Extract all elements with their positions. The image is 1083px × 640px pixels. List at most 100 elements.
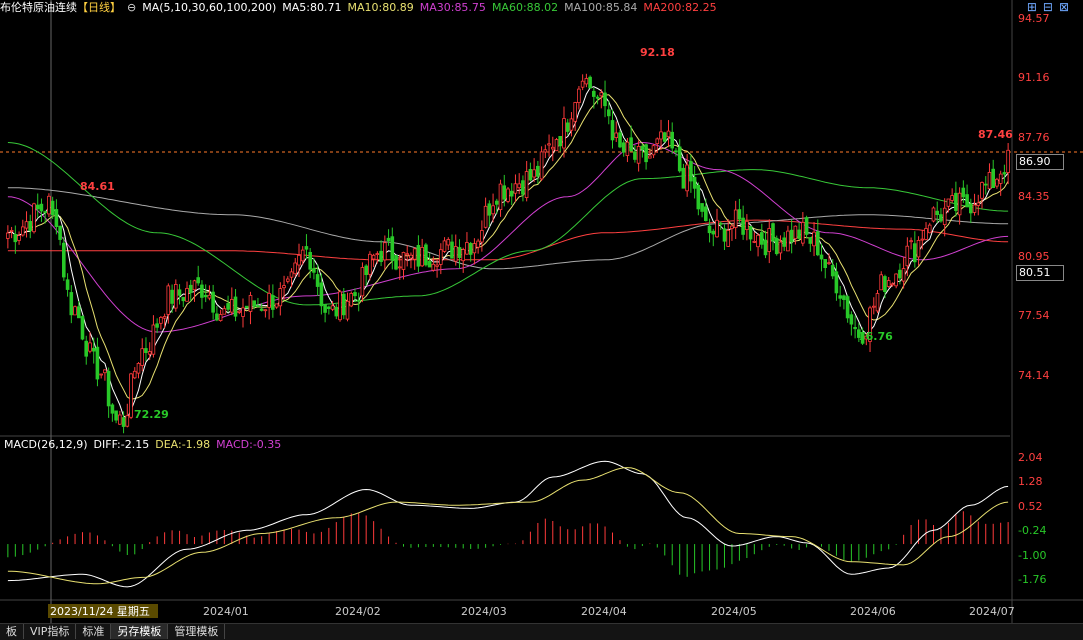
candle <box>782 232 786 251</box>
candle-body <box>147 351 152 355</box>
candle <box>659 119 663 151</box>
tab-standard[interactable]: 标准 <box>76 624 112 639</box>
candle-body <box>901 268 906 282</box>
candle-body <box>924 228 928 240</box>
candle-body <box>894 273 898 287</box>
candle-body <box>745 220 749 230</box>
candle-body <box>170 289 174 304</box>
candle-body <box>58 225 62 240</box>
candle <box>207 285 212 301</box>
candle <box>420 238 424 268</box>
candle-body <box>700 203 704 212</box>
tab-manage-template[interactable]: 管理模板 <box>168 624 226 639</box>
candle-body <box>476 240 480 248</box>
candle-body <box>607 109 611 117</box>
candle-body <box>483 205 488 228</box>
candle <box>629 125 633 152</box>
candle-body <box>162 316 167 319</box>
candle-body <box>554 139 559 152</box>
candle-body <box>599 92 604 97</box>
candle-body <box>125 415 130 427</box>
candle-body <box>872 305 876 308</box>
candle-body <box>1006 149 1010 173</box>
candle-body <box>326 306 331 310</box>
indicator-header: 布伦特原油连续【日线】 ⊖ MA(5,10,30,60,100,200) MA5:80… <box>0 0 723 16</box>
candle <box>24 211 29 238</box>
macd-value: MACD:-0.35 <box>216 438 282 451</box>
candle <box>435 259 439 278</box>
candle <box>483 197 488 229</box>
candle <box>326 305 331 315</box>
candle-body <box>69 292 74 316</box>
candlestick-series <box>6 73 1010 434</box>
candle-body <box>816 231 820 256</box>
candle <box>151 315 156 358</box>
period-label[interactable]: 【日线】 <box>77 1 121 14</box>
candle <box>43 210 47 224</box>
candle-body <box>144 348 148 353</box>
candle-body <box>289 271 294 278</box>
candle-body <box>222 308 227 315</box>
close-icon[interactable]: ⊠ <box>1058 0 1075 14</box>
candle-body <box>315 274 320 287</box>
current-price-label: 86.90 <box>1016 154 1064 170</box>
candle <box>551 136 555 162</box>
candle <box>670 122 674 154</box>
candle <box>409 252 413 269</box>
candle-body <box>9 229 14 232</box>
candle-body <box>748 226 753 240</box>
candle-body <box>916 239 921 258</box>
candle-body <box>121 417 126 427</box>
candle-body <box>282 285 286 289</box>
candle <box>976 194 981 216</box>
candle <box>401 251 406 280</box>
candle-body <box>453 246 458 262</box>
candle-body <box>730 225 734 230</box>
candle <box>241 298 245 328</box>
candle-body <box>450 241 454 259</box>
candle <box>147 342 152 361</box>
settings-icon[interactable]: ⊖ <box>127 1 137 14</box>
date-tick-label: 2024/03 <box>461 605 507 618</box>
candle-body <box>528 168 533 181</box>
candle-body <box>353 292 357 297</box>
candle <box>957 187 962 225</box>
candle-body <box>323 304 327 313</box>
candle <box>711 228 716 247</box>
candle <box>965 184 969 208</box>
candle-body <box>674 150 678 153</box>
ma-params[interactable]: MA(5,10,30,60,100,200) <box>142 1 277 14</box>
candle <box>353 288 357 303</box>
macd-params[interactable]: MACD(26,12,9) <box>4 438 88 451</box>
candle-body <box>349 292 353 307</box>
candle-body <box>136 362 141 374</box>
candle-body <box>218 314 223 321</box>
candle <box>177 284 182 305</box>
candle-body <box>763 239 768 256</box>
candle <box>95 337 100 387</box>
candle-body <box>935 210 939 215</box>
candle-body <box>592 90 596 97</box>
candle <box>412 247 417 270</box>
candle-body <box>954 192 958 211</box>
candle <box>185 281 189 302</box>
candle <box>760 223 764 249</box>
candle <box>644 143 648 170</box>
candle <box>468 241 473 262</box>
extreme-price-label: 87.46 <box>978 128 1013 141</box>
candle-body <box>73 306 77 316</box>
candle-body <box>801 221 805 244</box>
candle <box>640 143 645 158</box>
crosshair-icon[interactable]: ⊞ <box>1026 0 1043 14</box>
candle-body <box>726 229 730 247</box>
candle <box>77 301 81 319</box>
candle-body <box>494 200 499 205</box>
candle <box>961 180 966 204</box>
minus-icon[interactable]: ⊟ <box>1042 0 1059 14</box>
tab-board[interactable]: 板 <box>0 624 24 639</box>
tab-save-template[interactable]: 另存模板 <box>111 624 169 639</box>
candle <box>136 362 141 379</box>
candle-body <box>207 294 212 299</box>
tab-vip-indicators[interactable]: VIP指标 <box>24 624 77 639</box>
